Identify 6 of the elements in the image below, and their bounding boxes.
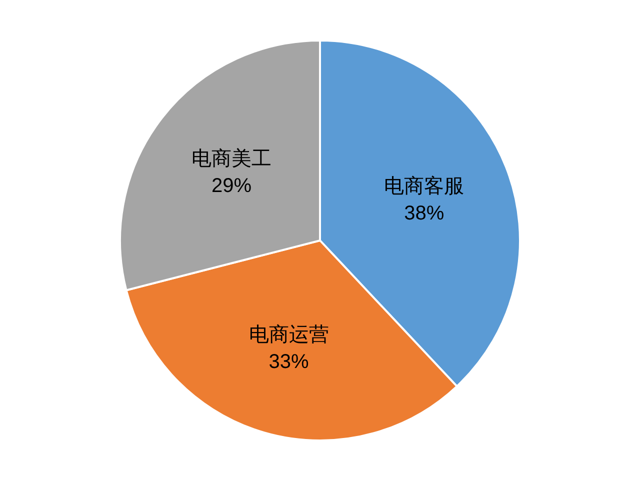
slice-label: 电商客服 — [384, 175, 464, 198]
data-label: 38% — [404, 202, 444, 224]
slice-label: 电商美工 — [192, 146, 272, 170]
data-label: 29% — [211, 174, 252, 197]
slice-label: 电商运营 — [248, 324, 329, 346]
data-label: 33% — [268, 351, 309, 374]
